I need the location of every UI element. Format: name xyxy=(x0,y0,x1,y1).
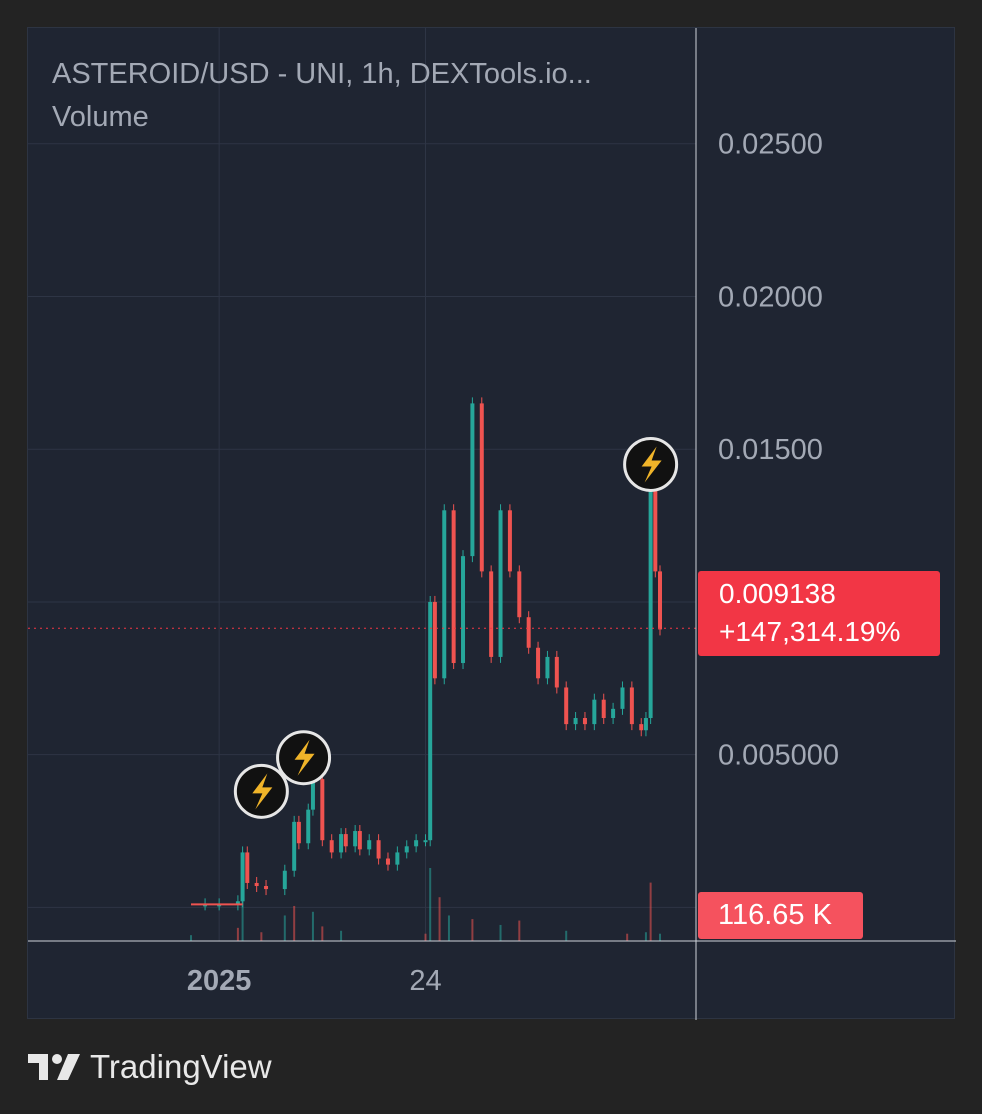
candle-body xyxy=(489,571,494,657)
candle-body xyxy=(310,779,315,810)
tradingview-brand[interactable]: TradingView xyxy=(28,1046,272,1088)
candle-body xyxy=(264,886,269,890)
candle-body xyxy=(240,852,245,902)
candle-body xyxy=(296,821,301,844)
candle-body xyxy=(320,779,325,841)
current-price-change: +147,314.19% xyxy=(719,616,901,647)
candle-body xyxy=(658,571,662,630)
lightning-bolt-icon xyxy=(641,446,662,483)
candle-body xyxy=(554,656,559,688)
candle-body xyxy=(582,718,587,725)
candle-body xyxy=(395,852,400,865)
volume-bar xyxy=(236,927,239,941)
brand-name: TradingView xyxy=(90,1048,272,1085)
volume-bar xyxy=(260,932,263,941)
volume-bar xyxy=(518,920,521,941)
y-tick-label: 0.01500 xyxy=(718,434,823,466)
volume-bar xyxy=(321,926,324,941)
candle-body xyxy=(385,858,390,865)
candle-body xyxy=(629,687,634,725)
candle-body xyxy=(376,840,381,859)
candle-body xyxy=(367,840,372,850)
volume-bar xyxy=(499,924,502,941)
volume-bar xyxy=(293,905,296,941)
candle-body xyxy=(564,687,569,725)
x-tick-label: 2025 xyxy=(187,965,252,997)
lightning-bolt-icon xyxy=(294,739,315,776)
candle-body xyxy=(601,699,606,719)
y-tick-label: 0.02000 xyxy=(718,281,823,313)
candle-body xyxy=(648,449,653,719)
candle-body xyxy=(343,834,348,847)
chart-frame[interactable]: 0.025000.020000.015000.010000.005000-0.0… xyxy=(27,27,956,1020)
volume-bar xyxy=(471,919,474,941)
candle-body xyxy=(245,852,250,883)
candle-body xyxy=(329,840,334,853)
current-price-tag: 0.009138 +147,314.19% xyxy=(698,571,940,656)
volume-bar xyxy=(283,915,286,941)
candle-body xyxy=(643,718,648,731)
candle-body xyxy=(432,601,437,679)
candle-body xyxy=(517,571,522,618)
candle-body xyxy=(620,687,625,709)
current-price-value: 0.009138 xyxy=(719,578,836,609)
volume-bar xyxy=(438,897,441,941)
candle-body xyxy=(526,617,531,648)
candle-body xyxy=(479,403,484,572)
volume-bar xyxy=(424,933,427,941)
candle-body xyxy=(545,656,550,679)
candle-body xyxy=(639,724,644,731)
volume-bar xyxy=(340,930,343,941)
volume-bar xyxy=(659,933,661,941)
x-tick-label: 24 xyxy=(409,965,441,997)
candle-body xyxy=(507,510,512,572)
volume-bar xyxy=(649,882,652,941)
chart-legend-title: ASTEROID/USD - UNI, 1h, DEXTools.io... xyxy=(52,58,592,90)
current-volume-tag: 116.65 K xyxy=(698,892,863,939)
candle-body xyxy=(536,647,541,679)
candle-body xyxy=(573,718,578,725)
candle-body xyxy=(235,901,240,905)
volume-bar xyxy=(565,930,568,941)
candle-body xyxy=(442,510,447,679)
chart-canvas[interactable]: 0.025000.020000.015000.010000.005000-0.0… xyxy=(28,28,956,1020)
y-tick-label: 0.005000 xyxy=(718,740,839,772)
candle-body xyxy=(353,831,358,847)
candle-body xyxy=(498,510,503,657)
volume-bar xyxy=(241,889,244,941)
volume-bar xyxy=(626,933,629,941)
candle-body xyxy=(357,831,362,850)
candle-body xyxy=(339,834,344,853)
candle-body xyxy=(423,840,428,843)
candle-body xyxy=(470,403,475,557)
y-tick-label: 0.02500 xyxy=(718,129,823,161)
candle-body xyxy=(292,821,297,871)
volume-bar xyxy=(447,915,450,941)
candle-body xyxy=(428,601,433,841)
volume-bar xyxy=(190,935,192,941)
lightning-bolt-icon xyxy=(252,773,273,810)
candle-body xyxy=(282,870,287,890)
candle-body xyxy=(653,449,658,572)
candle-body xyxy=(404,846,409,853)
candle-body xyxy=(451,510,456,664)
candle-body xyxy=(592,699,597,725)
volume-bar xyxy=(429,868,432,941)
candle-body xyxy=(611,708,616,719)
candle-body xyxy=(414,840,419,847)
chart-legend-volume: Volume xyxy=(52,101,149,133)
volume-bar xyxy=(311,911,314,941)
candle-body xyxy=(306,809,311,844)
candle-body xyxy=(254,882,259,887)
tradingview-logo-icon xyxy=(28,1054,80,1080)
volume-bar xyxy=(644,932,647,941)
candle-body xyxy=(461,556,466,664)
